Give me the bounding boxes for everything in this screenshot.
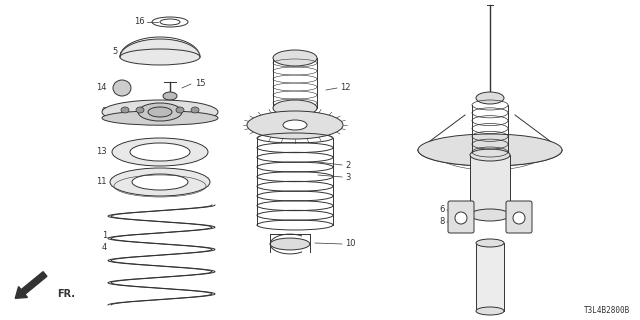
Bar	[476, 243, 504, 311]
Text: 14: 14	[97, 84, 107, 92]
Ellipse shape	[136, 107, 144, 113]
Ellipse shape	[110, 168, 210, 196]
Text: FR.: FR.	[57, 289, 75, 299]
Text: 13: 13	[97, 148, 107, 156]
Text: 5: 5	[113, 47, 118, 57]
FancyBboxPatch shape	[448, 201, 474, 233]
Text: T3L4B2800B: T3L4B2800B	[584, 306, 630, 315]
Ellipse shape	[513, 212, 525, 224]
Ellipse shape	[470, 149, 510, 161]
Text: 1: 1	[102, 230, 107, 239]
Ellipse shape	[121, 107, 129, 113]
Ellipse shape	[148, 107, 172, 117]
Ellipse shape	[102, 111, 218, 125]
Ellipse shape	[160, 19, 180, 25]
Text: 4: 4	[102, 244, 107, 252]
Ellipse shape	[120, 49, 200, 65]
FancyBboxPatch shape	[506, 201, 532, 233]
Ellipse shape	[176, 107, 184, 113]
Ellipse shape	[418, 134, 562, 166]
Ellipse shape	[273, 50, 317, 66]
FancyArrow shape	[15, 272, 47, 298]
Ellipse shape	[283, 120, 307, 130]
Ellipse shape	[476, 239, 504, 247]
Text: 9: 9	[102, 108, 107, 116]
Ellipse shape	[270, 238, 310, 250]
Ellipse shape	[138, 103, 182, 121]
Ellipse shape	[102, 100, 218, 124]
Text: 8: 8	[440, 218, 445, 227]
Ellipse shape	[163, 92, 177, 100]
Ellipse shape	[476, 307, 504, 315]
Ellipse shape	[476, 92, 504, 104]
Text: 10: 10	[345, 239, 355, 249]
Text: 11: 11	[97, 178, 107, 187]
Bar	[470, 155, 510, 215]
Text: 15: 15	[195, 79, 205, 89]
Ellipse shape	[132, 174, 188, 190]
Ellipse shape	[191, 107, 199, 113]
Text: 2: 2	[345, 161, 350, 170]
Text: 12: 12	[340, 84, 351, 92]
Text: 6: 6	[440, 205, 445, 214]
Text: 3: 3	[345, 172, 350, 181]
Text: 16: 16	[134, 18, 145, 27]
Ellipse shape	[247, 111, 343, 139]
Ellipse shape	[455, 212, 467, 224]
Ellipse shape	[130, 143, 190, 161]
Ellipse shape	[470, 209, 510, 221]
Ellipse shape	[112, 138, 208, 166]
Ellipse shape	[273, 100, 317, 116]
Ellipse shape	[113, 80, 131, 96]
